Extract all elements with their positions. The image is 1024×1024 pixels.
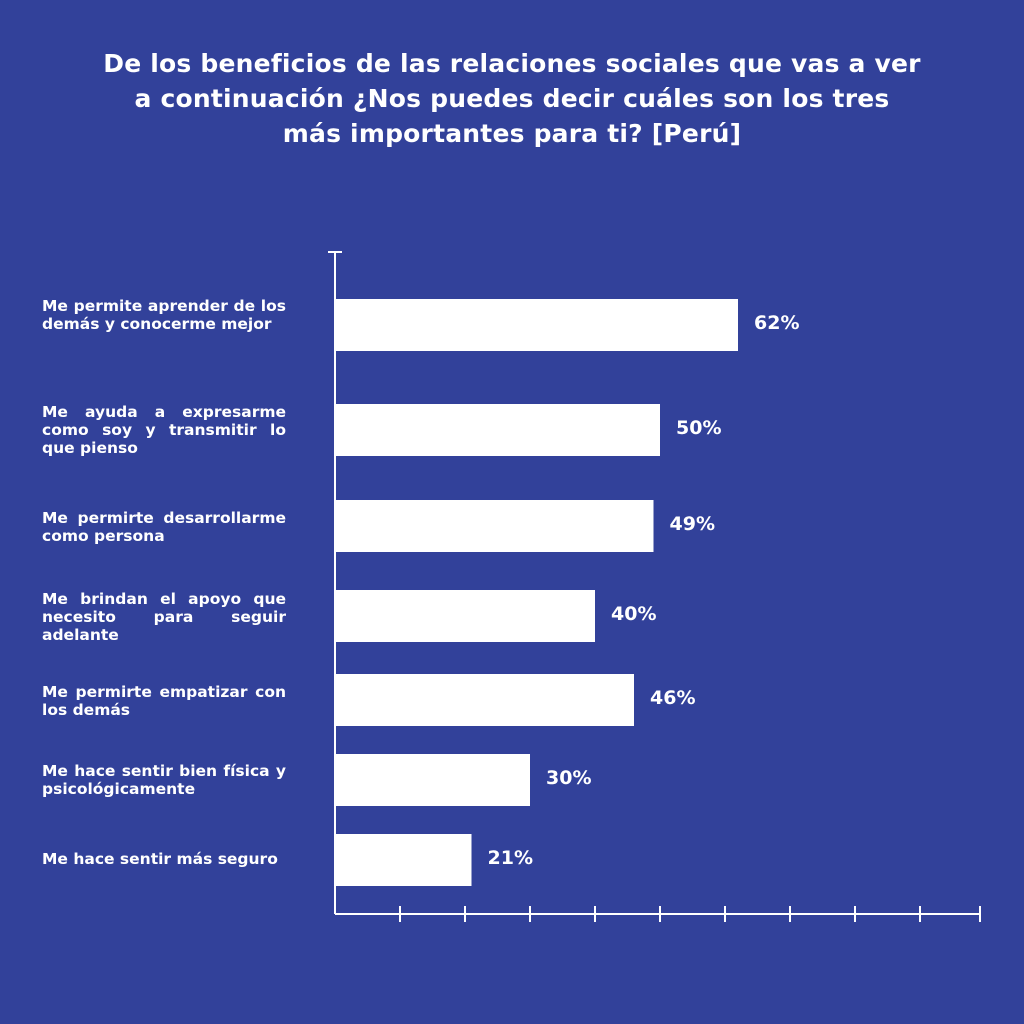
category-label-7: Me hace sentir más seguro: [42, 850, 278, 868]
chart-title-line-2: a continuación ¿Nos puedes decir cuáles …: [134, 84, 890, 113]
value-label-3: 49%: [669, 513, 715, 535]
value-label-1: 62%: [754, 312, 800, 334]
bar-7: [335, 834, 472, 886]
bar-2: [335, 404, 660, 456]
value-label-2: 50%: [676, 417, 722, 439]
category-label-5: Me permirte empatizar con los demás: [42, 683, 286, 719]
axis-layer: [328, 251, 981, 922]
value-label-7: 21%: [487, 847, 533, 869]
category-label-6: Me hace sentir bien física y psicológica…: [42, 762, 286, 798]
category-label-2: Me ayuda a expresarme como soy y transmi…: [42, 403, 286, 457]
bar-6: [335, 754, 530, 806]
category-label-3: Me permirte desarrollarme como persona: [42, 509, 286, 545]
bar-layer: [335, 299, 738, 886]
bar-1: [335, 299, 738, 351]
category-label-1: Me permite aprender de los demás y conoc…: [42, 297, 286, 333]
chart-title-line-1: De los beneficios de las relaciones soci…: [103, 49, 921, 78]
value-label-4: 40%: [611, 603, 657, 625]
bar-5: [335, 674, 634, 726]
category-label-4: Me brindan el apoyo que necesito para se…: [42, 590, 286, 644]
chart-title-line-3: más importantes para ti? [Perú]: [282, 119, 742, 148]
chart-title: De los beneficios de las relaciones soci…: [60, 46, 964, 151]
value-label-5: 46%: [650, 687, 696, 709]
bar-3: [335, 500, 654, 552]
bar-4: [335, 590, 595, 642]
value-label-6: 30%: [546, 767, 592, 789]
